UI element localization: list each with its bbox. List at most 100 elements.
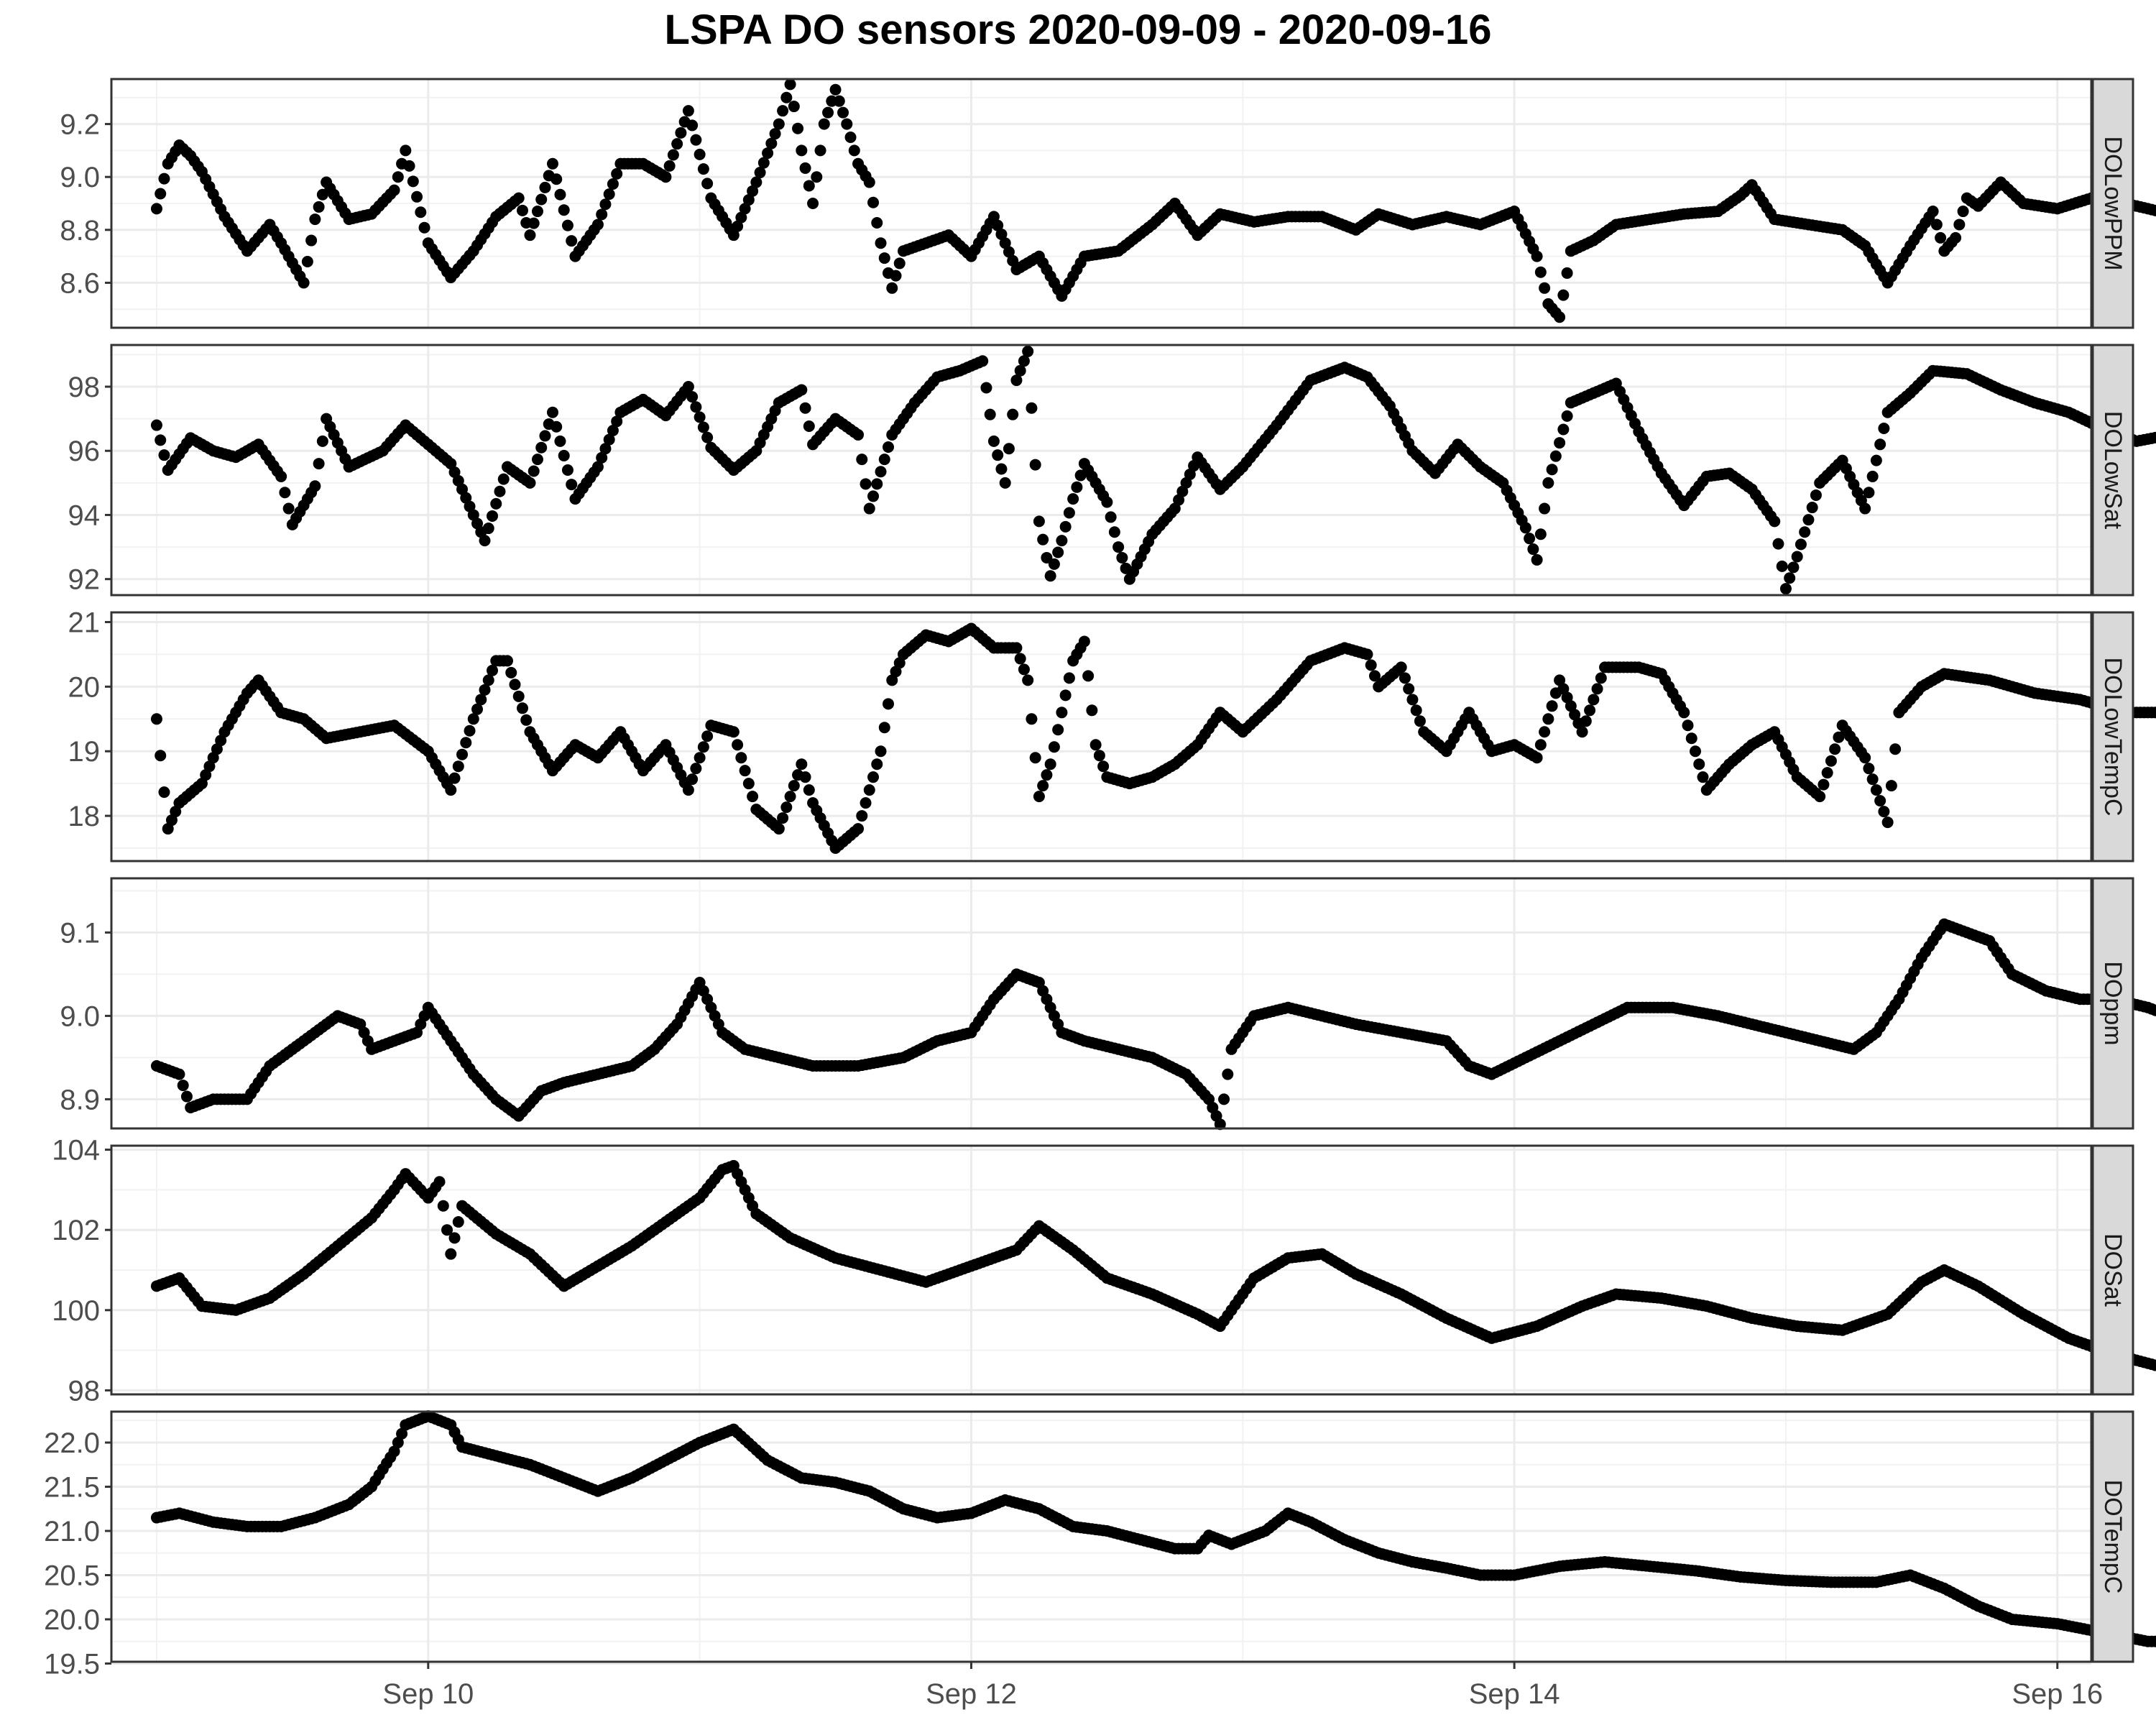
data-point xyxy=(1403,683,1415,695)
data-point xyxy=(452,760,464,773)
data-point xyxy=(799,771,811,783)
data-point xyxy=(1044,570,1056,582)
data-point xyxy=(875,237,887,249)
data-point xyxy=(663,160,676,172)
data-point xyxy=(1799,526,1811,538)
y-tick-label: 18 xyxy=(68,801,101,832)
data-point xyxy=(754,167,766,179)
data-point xyxy=(1561,267,1573,279)
data-point xyxy=(1093,750,1105,762)
data-point xyxy=(177,1080,189,1092)
data-point xyxy=(1554,311,1566,323)
facet-strip xyxy=(2091,877,2134,1130)
data-point xyxy=(512,690,525,702)
facet-strip-label: DOSat xyxy=(2099,1233,2127,1307)
data-point xyxy=(1414,715,1426,727)
data-point xyxy=(282,502,295,515)
panel-border xyxy=(110,1144,2093,1396)
data-point xyxy=(1534,266,1547,278)
facet-strip-label: DOppm xyxy=(2099,961,2127,1045)
data-point xyxy=(1889,743,1902,755)
data-point xyxy=(822,106,834,119)
data-point xyxy=(452,1216,464,1228)
data-point xyxy=(883,698,895,710)
y-tick-label: 8.9 xyxy=(60,1084,100,1116)
y-tick-label: 8.6 xyxy=(60,267,100,299)
data-point xyxy=(535,193,548,206)
data-point xyxy=(784,791,796,803)
data-point xyxy=(301,255,313,267)
data-point xyxy=(1878,806,1890,818)
data-point xyxy=(561,219,573,231)
data-point xyxy=(1368,670,1381,682)
data-point xyxy=(1870,784,1882,796)
data-point xyxy=(509,678,521,691)
y-tick-label: 21.0 xyxy=(44,1516,100,1547)
data-point xyxy=(1003,246,1015,258)
data-point xyxy=(1953,218,1966,231)
data-point xyxy=(1546,700,1558,712)
y-tick-label: 21.5 xyxy=(44,1472,100,1504)
data-point xyxy=(1863,763,1875,775)
data-point xyxy=(682,381,694,392)
data-point xyxy=(471,703,484,715)
data-point xyxy=(686,773,699,786)
data-point xyxy=(773,823,785,835)
data-point xyxy=(1557,289,1570,301)
data-point xyxy=(682,784,694,796)
panel-border xyxy=(110,78,2093,329)
facet-panel-DOLowPPM: 8.6 8.8 9.0 9.2 DOLowPPM xyxy=(60,78,2156,329)
data-point xyxy=(1779,583,1792,595)
data-point xyxy=(464,724,476,737)
data-point xyxy=(558,204,570,216)
y-tick-label: 98 xyxy=(68,372,101,403)
data-point xyxy=(1222,1068,1234,1080)
facet-strip xyxy=(2091,611,2134,862)
data-point xyxy=(279,487,291,499)
data-point xyxy=(603,433,615,446)
data-point xyxy=(482,674,494,686)
data-point xyxy=(309,480,321,492)
panel-background xyxy=(111,878,2091,1128)
data-point xyxy=(844,131,857,143)
data-point xyxy=(550,173,563,185)
data-point xyxy=(1534,739,1547,751)
data-point xyxy=(591,218,604,231)
data-point xyxy=(686,119,699,132)
data-point xyxy=(837,106,849,119)
data-point xyxy=(1097,760,1110,773)
data-point xyxy=(1870,454,1882,466)
data-point xyxy=(886,282,898,294)
data-point xyxy=(867,196,880,208)
facet-panel-DOLowSat: 92 94 96 98 DOLowSat xyxy=(68,344,2156,597)
data-point xyxy=(566,235,578,247)
data-point xyxy=(999,237,1011,249)
data-point xyxy=(1361,648,1373,661)
data-point xyxy=(852,823,865,835)
y-tick-label: 8.8 xyxy=(60,215,100,247)
data-point xyxy=(803,420,815,433)
data-point xyxy=(1814,791,1826,803)
data-point xyxy=(1874,438,1886,451)
data-point xyxy=(512,192,525,204)
data-point xyxy=(992,219,1004,231)
data-point xyxy=(1549,450,1562,462)
data-point xyxy=(316,435,328,447)
data-point xyxy=(1067,493,1079,505)
data-point xyxy=(977,355,989,367)
data-point xyxy=(528,465,540,477)
data-point xyxy=(1033,791,1045,803)
data-point xyxy=(1007,254,1019,267)
data-point xyxy=(694,148,706,160)
data-point xyxy=(566,479,578,491)
data-point xyxy=(1010,374,1023,387)
data-point xyxy=(1565,700,1577,712)
data-point xyxy=(1531,250,1543,262)
facet-panel-DOTempC: 19.5 20.0 20.5 21.0 21.5 22.0 DOTempC xyxy=(44,1410,2156,1680)
data-point xyxy=(437,1200,449,1212)
data-point xyxy=(1859,752,1871,764)
data-point xyxy=(811,171,823,183)
data-point xyxy=(1580,715,1592,727)
data-point xyxy=(388,184,400,196)
data-point xyxy=(1082,670,1095,682)
